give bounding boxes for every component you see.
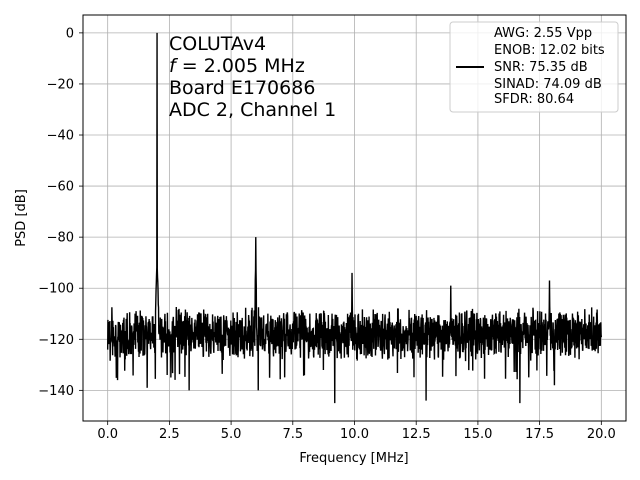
annotation-block: COLUTAv4 f = 2.005 MHz Board E170686 ADC… <box>169 33 336 121</box>
y-tick-label: −120 <box>38 333 74 348</box>
y-axis-label: PSD [dB] <box>14 189 29 247</box>
legend-line-awg: AWG: 2.55 Vpp <box>494 26 592 41</box>
legend-line-sfdr: SFDR: 80.64 <box>494 92 574 107</box>
annotation-frequency-value: = 2.005 MHz <box>176 55 305 77</box>
y-tick-label: 0 <box>66 26 74 41</box>
annotation-channel: ADC 2, Channel 1 <box>169 99 336 121</box>
y-tick-label: −20 <box>47 77 74 92</box>
y-tick-label: −60 <box>47 180 74 195</box>
spectrum-series <box>106 32 603 404</box>
x-tick-label: 12.5 <box>402 427 431 442</box>
x-tick-label: 17.5 <box>525 427 554 442</box>
legend: AWG: 2.55 Vpp ENOB: 12.02 bits SNR: 75.3… <box>449 21 619 113</box>
x-tick-label: 2.5 <box>159 427 180 442</box>
x-tick-label: 0.0 <box>97 427 118 442</box>
annotation-frequency-symbol: f <box>169 55 179 77</box>
x-tick-label: 15.0 <box>463 427 492 442</box>
y-tick-label: −140 <box>38 384 74 399</box>
x-tick-label: 20.0 <box>587 427 616 442</box>
y-tick-label: −80 <box>47 231 74 246</box>
x-axis-ticks: 0.0 2.5 5.0 7.5 10.0 12.5 15.0 17.5 20.0 <box>97 421 616 442</box>
y-tick-label: −40 <box>47 129 74 144</box>
y-axis-ticks: 0 −20 −40 −60 −80 −100 −120 −140 <box>38 26 83 399</box>
legend-line-snr: SNR: 75.35 dB <box>494 60 588 75</box>
x-tick-label: 10.0 <box>340 427 369 442</box>
annotation-title: COLUTAv4 <box>169 33 266 55</box>
annotation-frequency: f = 2.005 MHz <box>169 55 305 77</box>
legend-line-enob: ENOB: 12.02 bits <box>494 43 605 58</box>
legend-line-sinad: SINAD: 74.09 dB <box>494 77 602 92</box>
legend-box <box>449 21 619 113</box>
y-tick-label: −100 <box>38 282 74 297</box>
x-axis-label: Frequency [MHz] <box>299 451 408 466</box>
x-tick-label: 5.0 <box>221 427 242 442</box>
x-tick-label: 7.5 <box>282 427 303 442</box>
annotation-board: Board E170686 <box>169 77 315 99</box>
spectrum-line <box>106 32 603 404</box>
